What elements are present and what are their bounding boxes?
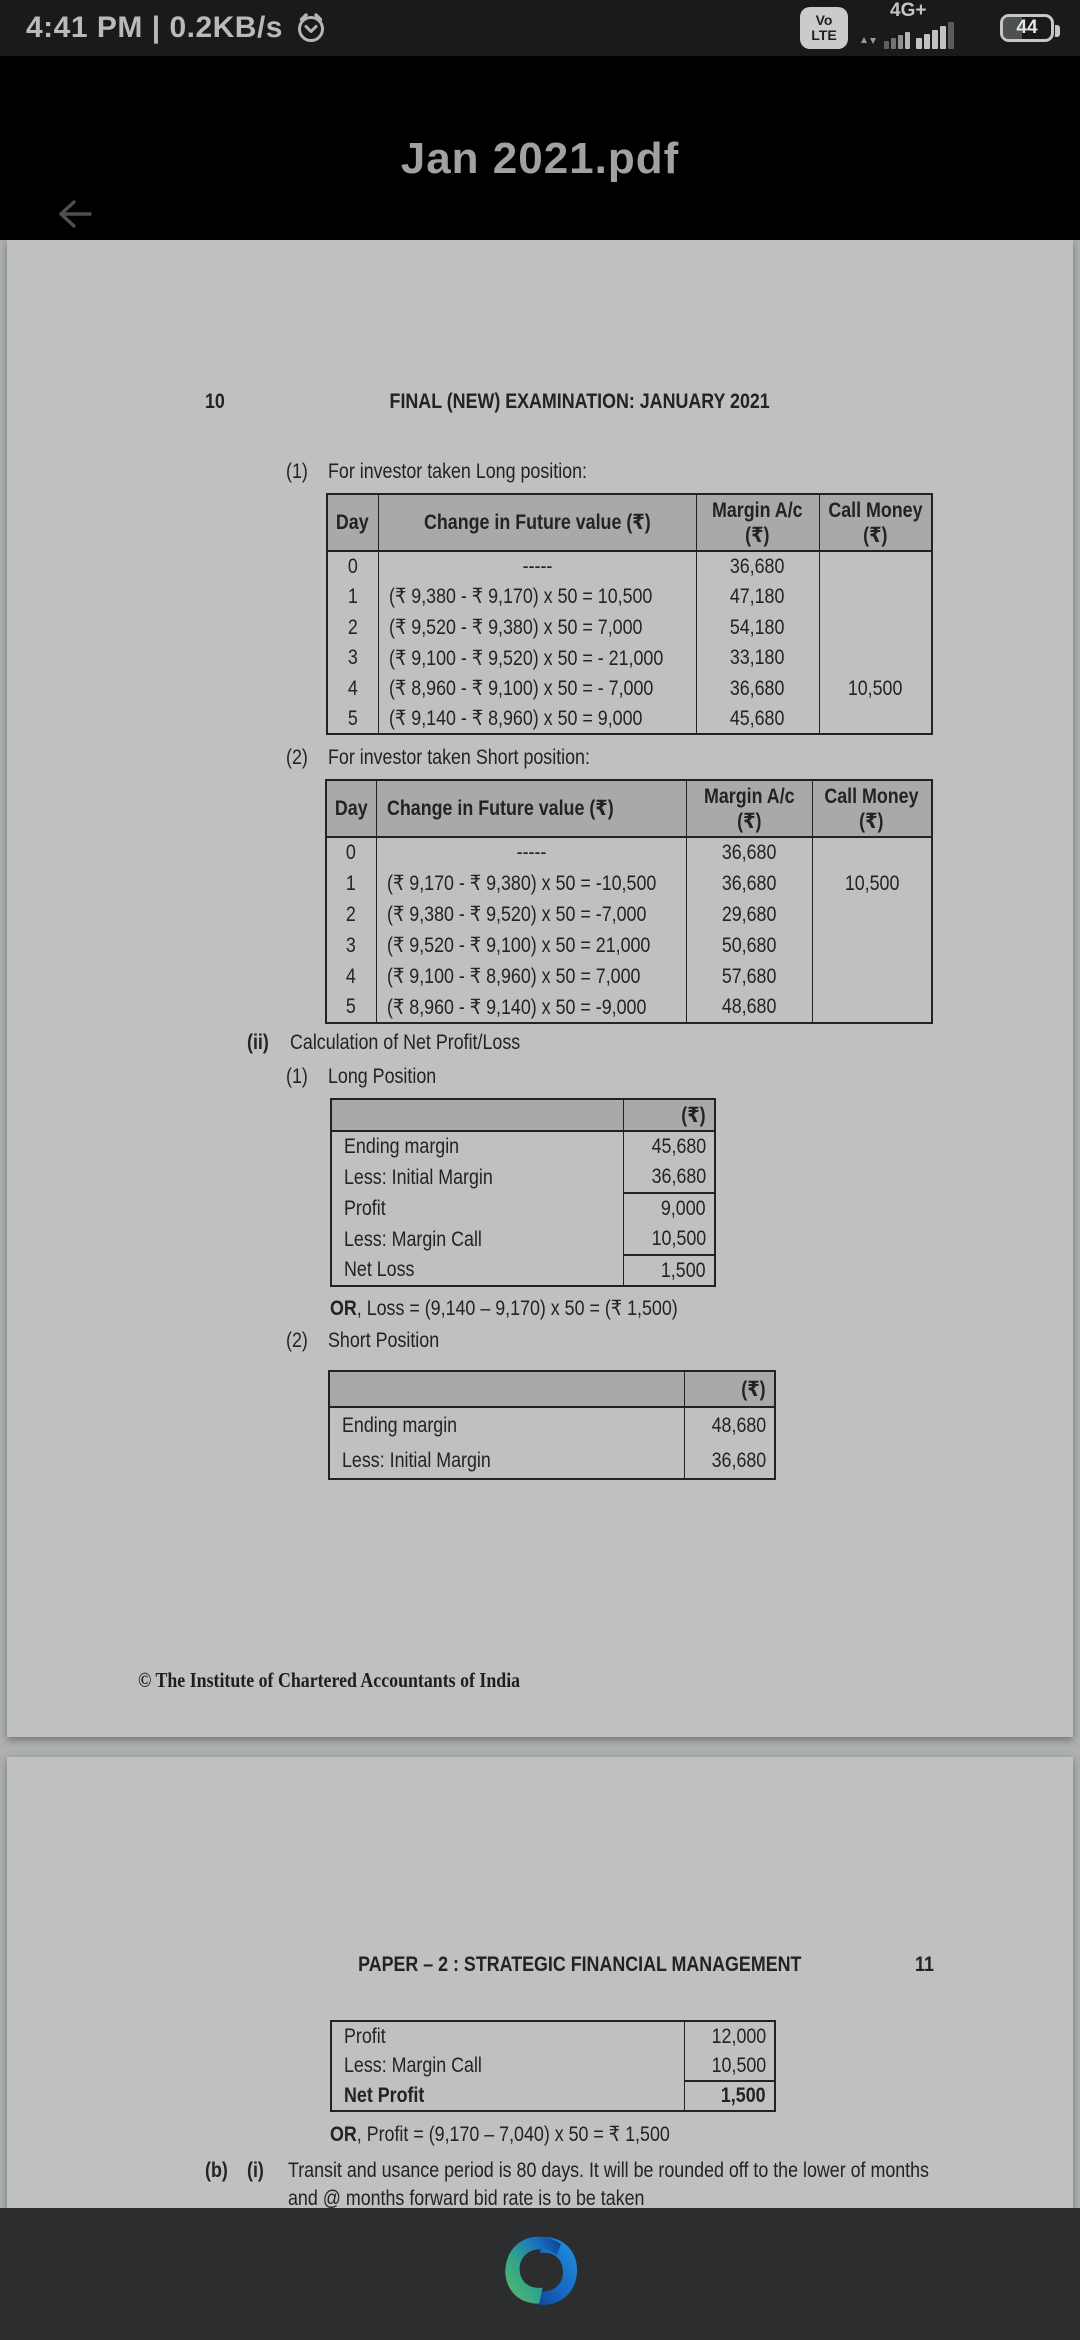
calc-header-rupee: (₹) <box>684 1371 775 1408</box>
calc-header-blank <box>329 1371 685 1408</box>
table-row: Less: Initial Margin 36,680 <box>331 1162 715 1193</box>
back-button[interactable] <box>52 193 98 235</box>
paragraph-line-2: and @ months forward bid rate is to be t… <box>288 2187 645 2210</box>
table-row: Less: Margin Call 10,500 <box>331 2051 775 2081</box>
battery-fill <box>1003 17 1023 39</box>
battery-percent: 44 <box>1016 17 1038 38</box>
item-1-text: For investor taken Long position: <box>328 460 587 483</box>
signal-bars-sim1-icon <box>884 32 910 49</box>
item-2-text: For investor taken Short position: <box>328 746 590 769</box>
col-header-margin: Margin A/c (₹) <box>695 494 820 552</box>
battery-indicator: 44 <box>1000 14 1060 42</box>
copilot-logo <box>496 2230 584 2319</box>
table-row: 5 (₹ 9,140 - ₹ 8,960) x 50 = 9,000 45,68… <box>326 704 933 734</box>
sub-2-text: Short Position <box>328 1329 440 1352</box>
table-row: 1 (₹ 9,380 - ₹ 9,170) x 50 = 10,500 47,1… <box>326 581 933 612</box>
sub-1-text: Long Position <box>328 1065 437 1088</box>
col-header-change: Change in Future value (₹) <box>375 780 687 838</box>
document-title: Jan 2021.pdf <box>400 134 680 183</box>
data-activity-arrows-icon <box>860 29 878 49</box>
table-row: 4 (₹ 8,960 - ₹ 9,100) x 50 = - 7,000 36,… <box>326 673 933 704</box>
short-position-calc-continued-table: Profit 12,000 Less: Margin Call 10,500 N… <box>330 2020 776 2112</box>
copyright-footer: © The Institute of Chartered Accountants… <box>138 1668 521 1692</box>
col-header-day: Day <box>325 780 377 838</box>
battery-nub <box>1055 25 1060 37</box>
col-header-call-money: Call Money (₹) <box>818 494 933 552</box>
alarm-clock-icon <box>293 7 329 50</box>
page-number: 10 <box>205 390 225 413</box>
item-b-number: (b) <box>205 2159 228 2182</box>
col-header-change: Change in Future value (₹) <box>377 494 697 552</box>
table-row: Profit 12,000 <box>331 2021 775 2051</box>
table-row: Net Loss 1,500 <box>331 1254 715 1286</box>
col-header-day: Day <box>326 494 379 552</box>
col-header-margin: Margin A/c (₹) <box>685 780 813 838</box>
running-header: PAPER – 2 : STRATEGIC FINANCIAL MANAGEME… <box>358 1953 802 1976</box>
item-ii-number: (ii) <box>247 1031 269 1054</box>
calc-header-rupee: (₹) <box>623 1099 715 1132</box>
app-header: Jan 2021.pdf <box>0 56 1080 240</box>
table-row: 2 (₹ 9,380 - ₹ 9,520) x 50 = -7,000 29,6… <box>325 899 933 930</box>
volte-line2: LTE <box>811 27 837 43</box>
table-row: 3 (₹ 9,520 - ₹ 9,100) x 50 = 21,000 50,6… <box>325 930 933 961</box>
short-position-table: Day Change in Future value (₹) Margin A/… <box>325 779 933 1024</box>
col-header-call-money: Call Money (₹) <box>811 780 933 838</box>
table-row: 3 (₹ 9,100 - ₹ 9,520) x 50 = - 21,000 33… <box>326 643 933 673</box>
page-number: 11 <box>915 1953 934 1976</box>
item-1-number: (1) <box>286 460 308 483</box>
table-row: Ending margin 48,680 <box>329 1407 775 1443</box>
table-row: Net Profit 1,500 <box>331 2080 775 2111</box>
table-row: 2 (₹ 9,520 - ₹ 9,380) x 50 = 7,000 54,18… <box>326 612 933 643</box>
table-row: 5 (₹ 8,960 - ₹ 9,140) x 50 = -9,000 48,6… <box>325 992 933 1023</box>
table-row: Less: Margin Call 10,500 <box>331 1224 715 1255</box>
table-row: 0 ----- 36,680 <box>325 837 933 868</box>
volte-line1: Vo <box>815 12 833 28</box>
table-row: 0 ----- 36,680 <box>326 551 933 581</box>
signal-bars-sim2-icon <box>916 22 954 49</box>
table-row: 1 (₹ 9,170 - ₹ 9,380) x 50 = -10,500 36,… <box>325 868 933 899</box>
status-bar: 4:41 PM | 0.2KB/s Vo LTE 4G+ <box>0 0 1080 56</box>
table-row: Ending margin 45,680 <box>331 1131 715 1162</box>
calc-header-blank <box>331 1099 624 1132</box>
table-row: Less: Initial Margin 36,680 <box>329 1443 775 1479</box>
bottom-overlay-bar <box>0 2208 1080 2340</box>
signal-indicator: 4G+ <box>860 0 988 53</box>
long-position-table: Day Change in Future value (₹) Margin A/… <box>326 493 933 735</box>
pdf-page-10[interactable]: 10 FINAL (NEW) EXAMINATION: JANUARY 2021… <box>7 240 1073 1737</box>
long-position-calc-table: (₹) Ending margin 45,680 Less: Initial M… <box>330 1098 716 1287</box>
status-time-speed: 4:41 PM | 0.2KB/s <box>26 11 283 44</box>
table-row: Profit 9,000 <box>331 1192 715 1224</box>
volte-badge: Vo LTE <box>800 7 848 49</box>
item-2-number: (2) <box>286 746 308 769</box>
sub-2-number: (2) <box>286 1329 308 1352</box>
item-b-i-number: (i) <box>247 2159 264 2182</box>
item-ii-text: Calculation of Net Profit/Loss <box>290 1031 521 1054</box>
back-arrow-icon <box>59 200 92 228</box>
short-position-calc-table: (₹) Ending margin 48,680 Less: Initial M… <box>328 1370 776 1480</box>
network-type-label: 4G+ <box>890 0 927 21</box>
table-row: 4 (₹ 9,100 - ₹ 8,960) x 50 = 7,000 57,68… <box>325 961 933 992</box>
running-header: FINAL (NEW) EXAMINATION: JANUARY 2021 <box>389 390 771 413</box>
sub-1-number: (1) <box>286 1065 308 1088</box>
or-profit-formula: OR, Profit = (9,170 – 7,040) x 50 = ₹ 1,… <box>330 2123 670 2146</box>
or-loss-formula: OR, Loss = (9,140 – 9,170) x 50 = (₹ 1,5… <box>330 1297 678 1320</box>
paragraph-line-1: Transit and usance period is 80 days. It… <box>288 2159 929 2182</box>
